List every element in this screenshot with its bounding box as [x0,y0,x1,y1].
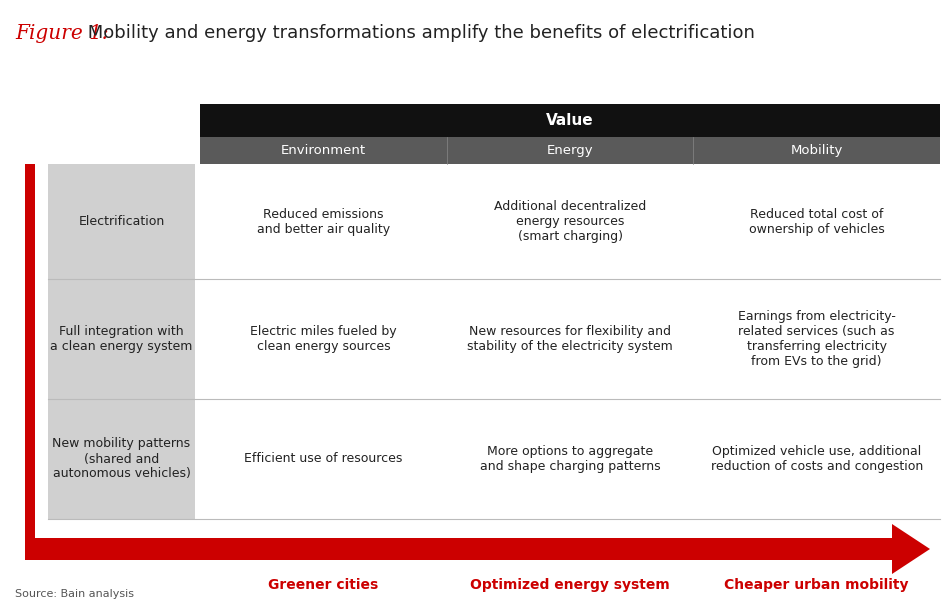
Text: Additional decentralized
energy resources
(smart charging): Additional decentralized energy resource… [494,200,646,243]
Text: New mobility patterns
(shared and
autonomous vehicles): New mobility patterns (shared and autono… [52,437,191,481]
Text: Source: Bain analysis: Source: Bain analysis [15,589,134,599]
Text: Cheaper urban mobility: Cheaper urban mobility [725,578,909,592]
Text: Energy: Energy [546,144,594,157]
Text: Mobility and energy transformations amplify the benefits of electrification: Mobility and energy transformations ampl… [82,24,755,42]
Bar [694,137,940,164]
Polygon shape [892,524,930,574]
Bar [25,519,35,560]
Text: Optimized vehicle use, additional
reduction of costs and congestion: Optimized vehicle use, additional reduct… [711,445,922,473]
Bar [25,538,892,560]
Text: Mobility: Mobility [790,144,843,157]
Text: New resources for flexibility and
stability of the electricity system: New resources for flexibility and stabil… [467,325,673,353]
Text: Earnings from electricity-
related services (such as
transferring electricity
fr: Earnings from electricity- related servi… [738,310,896,368]
Text: Greener cities: Greener cities [268,578,378,592]
Text: Environment: Environment [281,144,366,157]
Bar [48,279,195,399]
Text: Full integration with
a clean energy system: Full integration with a clean energy sys… [50,325,193,353]
Text: Electrification: Electrification [78,215,164,228]
Bar [48,399,195,519]
Text: Reduced emissions
and better air quality: Reduced emissions and better air quality [256,208,390,236]
Bar [446,137,694,164]
Text: Reduced total cost of
ownership of vehicles: Reduced total cost of ownership of vehic… [749,208,884,236]
Text: Efficient use of resources: Efficient use of resources [244,452,403,465]
Text: Electric miles fueled by
clean energy sources: Electric miles fueled by clean energy so… [250,325,397,353]
Text: Optimized energy system: Optimized energy system [470,578,670,592]
Text: Figure 1:: Figure 1: [15,24,108,43]
Text: Value: Value [546,113,594,128]
Bar [200,104,940,137]
Bar [48,164,195,279]
Bar [200,137,446,164]
Bar [25,164,35,519]
Text: More options to aggregate
and shape charging patterns: More options to aggregate and shape char… [480,445,660,473]
